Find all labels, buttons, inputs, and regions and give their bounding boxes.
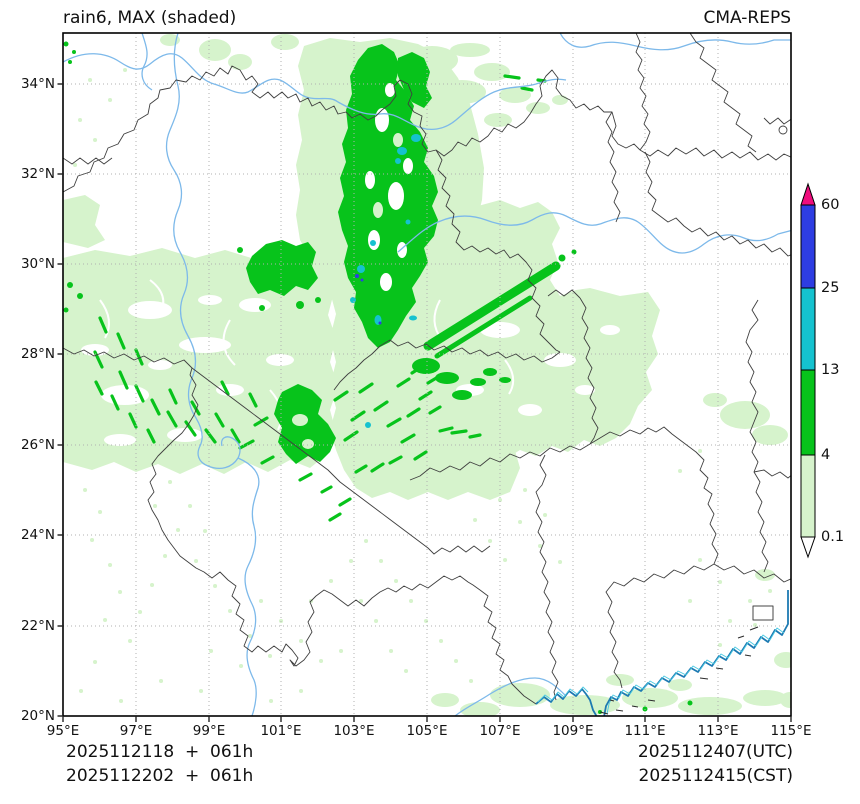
coastline [535, 590, 789, 716]
y-tick-label: 34°N [20, 76, 55, 92]
x-tick-label: 105°E [406, 723, 448, 739]
x-tick-label: 99°E [192, 723, 226, 739]
init-time-cst: 2025112202 + 061h [66, 766, 254, 786]
colorbar-label: 60 [821, 197, 840, 213]
y-tick-label: 30°N [20, 256, 55, 272]
province-borders [63, 33, 791, 705]
rain-shade-heavy [350, 134, 421, 428]
shading-veins [99, 279, 515, 431]
x-tick-label: 103°E [333, 723, 375, 739]
colorbar-label: 25 [821, 280, 840, 296]
x-tick-label: 107°E [479, 723, 521, 739]
valid-time-cst: 2025112415(CST) [638, 766, 793, 786]
x-tick-label: 97°E [119, 723, 153, 739]
rain-band-diagonal [423, 261, 561, 359]
rivers [63, 33, 791, 716]
colorbar [800, 182, 816, 559]
colorbar-label: 4 [821, 447, 831, 463]
x-tick-label: 101°E [260, 723, 302, 739]
x-tick-label: 109°E [552, 723, 594, 739]
colorbar-label: 0.1 [821, 529, 845, 545]
rain-shade-light [63, 34, 791, 716]
y-tick-label: 20°N [20, 708, 55, 724]
init-time-utc: 2025112118 + 061h [66, 742, 254, 762]
y-tick-label: 24°N [20, 527, 55, 543]
valid-time-utc: 2025112407(UTC) [637, 742, 793, 762]
page-title: rain6, MAX (shaded) [63, 8, 237, 28]
rain-streaks-moderate [93, 74, 547, 522]
colorbar-label: 13 [821, 362, 840, 378]
x-tick-label: 115°E [770, 723, 812, 739]
y-tick-label: 22°N [20, 618, 55, 634]
model-source-label: CMA-REPS [703, 8, 791, 28]
y-tick-label: 26°N [20, 437, 55, 453]
rain-speckles-light [73, 68, 773, 703]
x-tick-label: 113°E [697, 723, 739, 739]
y-tick-label: 28°N [20, 346, 55, 362]
map-frame [57, 32, 792, 722]
y-tick-label: 32°N [20, 166, 55, 182]
x-tick-label: 95°E [46, 723, 80, 739]
x-tick-label: 111°E [624, 723, 666, 739]
graticule-gridlines [63, 33, 791, 716]
